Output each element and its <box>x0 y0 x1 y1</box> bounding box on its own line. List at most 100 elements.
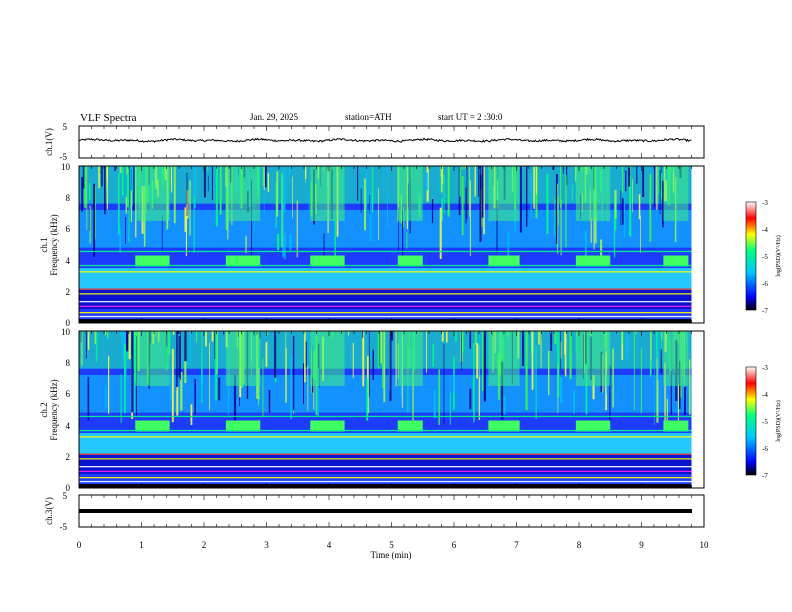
spectrogram-streak <box>87 331 90 351</box>
spectrogram-streak <box>194 379 196 415</box>
spectrogram-streak <box>656 166 658 211</box>
spectrogram-streak <box>284 233 286 260</box>
spectrogram-streak <box>120 331 122 335</box>
spectrogram-streak <box>180 331 181 380</box>
spectrogram-streak <box>130 166 133 207</box>
spectrogram-streak <box>313 365 315 410</box>
spectrogram-streak <box>479 174 482 242</box>
spectrogram-streak <box>455 331 457 342</box>
spectrogram-streak <box>556 331 558 354</box>
spectrogram-streak <box>189 180 191 236</box>
spectrogram-streak <box>549 331 551 333</box>
spectrogram-narrowband-line <box>79 429 692 432</box>
spectrogram-narrowband-line <box>79 315 692 318</box>
spectrogram-streak <box>177 331 180 335</box>
spectrogram-streak <box>125 197 128 214</box>
spectrogram-streak <box>562 166 564 174</box>
spectrogram-streak <box>402 210 404 260</box>
spectrogram-streak <box>609 365 611 423</box>
spectrogram-streak <box>571 185 573 202</box>
plot-title: VLF Spectra <box>80 112 137 124</box>
spectrogram-streak <box>443 173 445 215</box>
spectrogram-streak <box>362 331 364 338</box>
spectrogram-narrowband-line <box>79 480 692 483</box>
spectrogram-streak <box>382 362 384 389</box>
spectrogram-streak <box>304 331 306 383</box>
spectrogram-streak <box>472 378 474 412</box>
spectrogram-streak <box>438 166 440 194</box>
spectrogram-streak <box>334 219 336 259</box>
spectrogram-streak <box>412 369 414 424</box>
ch1-ytick-top: 5 <box>63 122 68 132</box>
spectrogram-streak <box>263 166 265 216</box>
spectrogram-streak <box>289 234 292 251</box>
time-axis-tick-labels: 0 1 2 3 4 5 6 7 8 9 10 <box>77 540 709 550</box>
ch2-cbar-tick-minus4: -4 <box>762 391 768 399</box>
spectrogram-streak <box>268 390 271 413</box>
spectrogram-streak <box>478 166 479 197</box>
spectrogram-streak <box>193 196 195 253</box>
ch1-cbar-tick-minus4: -4 <box>762 226 768 234</box>
ch2-ytick-0: 0 <box>66 483 71 493</box>
spectrogram-streak <box>439 207 442 259</box>
spectrogram-narrowband-line <box>79 293 692 295</box>
spectrogram-streak <box>377 331 379 365</box>
spectrogram-streak <box>533 331 535 388</box>
spectrogram-streak <box>633 331 635 411</box>
spectrogram-streak <box>275 181 277 228</box>
spectrogram-burst <box>488 420 520 432</box>
spectrogram-streak <box>476 343 478 379</box>
spectrogram-streak <box>267 173 269 192</box>
spectrogram-bottom-strip <box>79 484 692 488</box>
ch2-frequency-ylabel: Frequency (kHz) <box>49 379 59 440</box>
spectrogram-streak <box>114 166 116 172</box>
spectrogram-streak <box>548 350 550 396</box>
spectrogram-streak <box>666 398 668 425</box>
spectrogram-burst <box>310 255 345 267</box>
ch2-spectrogram-yticks: 0 2 4 6 8 10 <box>61 327 71 493</box>
spectrogram-burst-upper <box>135 166 170 221</box>
spectrogram-streak <box>118 173 120 235</box>
time-axis-label: Time (min) <box>371 550 412 560</box>
spectrogram-streak <box>84 166 87 208</box>
spectrogram-streak <box>357 166 359 201</box>
spectrogram-burst <box>310 420 345 432</box>
spectrogram-streak <box>432 343 434 367</box>
spectrogram-streak <box>642 166 645 197</box>
spectrogram-streak <box>531 331 534 390</box>
ch1-spectrogram-image <box>79 166 704 323</box>
ch2-colorbar <box>745 366 757 476</box>
ch2-colorbar-label: log(PSD)(V²/Hz) <box>775 400 782 441</box>
spectrogram-streak <box>129 166 131 209</box>
spectrogram-streak <box>352 343 354 379</box>
spectrogram-streak <box>130 190 132 222</box>
spectrogram-streak <box>317 368 319 417</box>
spectrogram-streak <box>441 198 443 222</box>
spectrogram-streak <box>535 346 537 419</box>
ch1-channel-label: ch.1 <box>39 237 49 252</box>
spectrogram-streak <box>134 352 135 413</box>
spectrogram-streak <box>296 200 298 258</box>
spectrogram-streak <box>459 166 461 197</box>
spectrogram-narrowband-line <box>79 301 692 303</box>
spectrogram-streak <box>98 166 100 189</box>
spectrogram-streak <box>662 180 664 228</box>
spectrogram-burst <box>663 255 689 267</box>
spectrogram-streak <box>194 166 196 209</box>
ch2-cbar-tick-minus3: -3 <box>762 364 768 372</box>
spectrogram-streak <box>654 357 655 425</box>
spectrogram-streak <box>104 386 107 408</box>
spectrogram-streak <box>453 371 455 394</box>
spectrogram-streak <box>85 331 87 359</box>
spectrogram-streak <box>262 166 265 186</box>
xtick-label-6: 6 <box>452 540 457 550</box>
spectrogram-streak <box>573 390 575 414</box>
spectrogram-streak <box>519 166 522 233</box>
spectrogram-streak <box>282 175 284 258</box>
ch1-ytick-4: 4 <box>66 256 71 266</box>
spectrogram-narrowband-line <box>79 470 692 472</box>
spectrogram-streak <box>106 331 109 339</box>
spectrogram-streak <box>108 355 110 414</box>
spectrogram-streak <box>106 166 108 210</box>
spectrogram-streak <box>276 171 279 217</box>
